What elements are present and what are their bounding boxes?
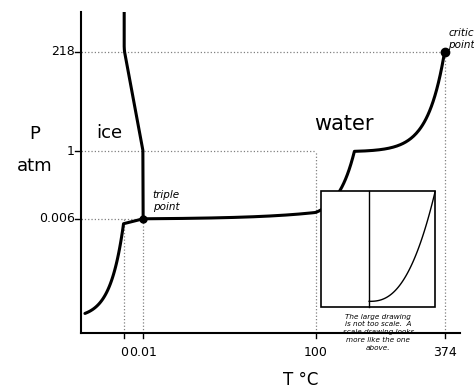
Text: 1: 1 (67, 145, 75, 158)
Text: 218: 218 (51, 45, 75, 58)
Text: P: P (30, 125, 40, 143)
Text: water: water (314, 114, 374, 134)
Text: 0.01: 0.01 (129, 346, 157, 359)
Text: critical
point: critical point (448, 28, 474, 50)
Text: water
vapor: water vapor (337, 192, 389, 235)
Text: triple
point: triple point (153, 190, 180, 212)
Text: The large drawing
is not too scale.  A
scale drawing looks
more like the one
abo: The large drawing is not too scale. A sc… (343, 313, 414, 351)
Text: atm: atm (17, 157, 53, 175)
Text: 0.006: 0.006 (39, 212, 75, 225)
Bar (321, 192, 435, 307)
Text: 0: 0 (120, 346, 128, 359)
Text: 100: 100 (304, 346, 328, 359)
Text: ice: ice (96, 125, 122, 142)
Text: 374: 374 (433, 346, 456, 359)
Text: T °C: T °C (283, 372, 318, 387)
